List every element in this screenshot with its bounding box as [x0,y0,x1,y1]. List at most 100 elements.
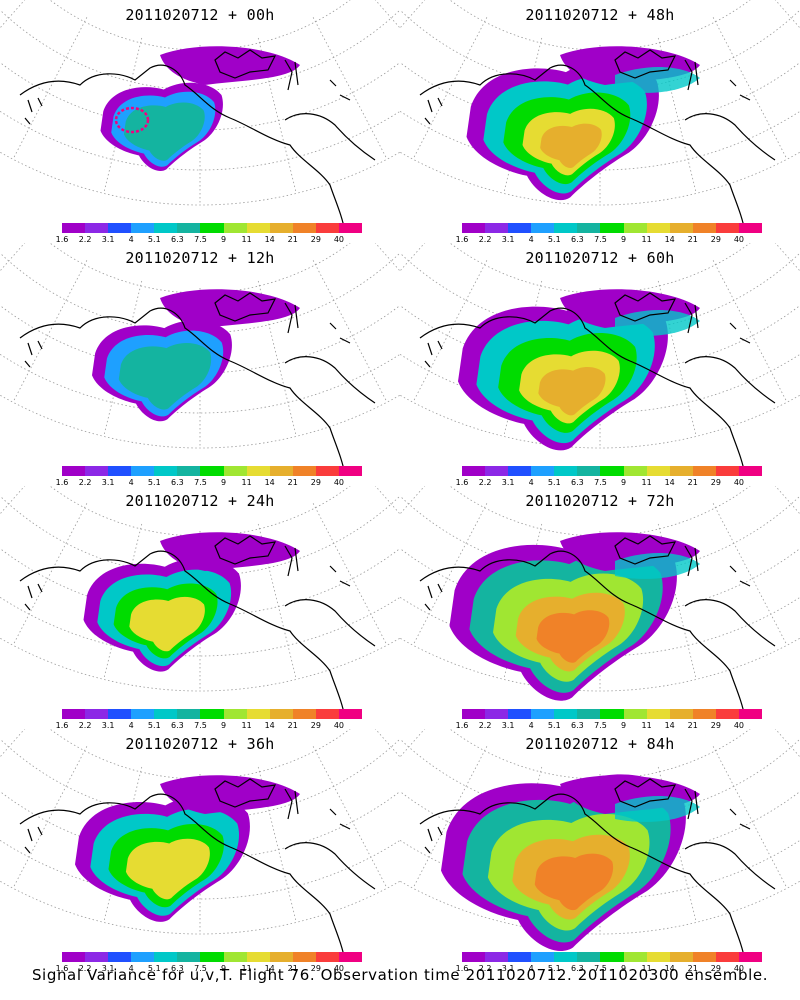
colorbar-swatch [508,709,532,719]
colorbar-tick-label: 11 [241,478,252,487]
colorbar-swatch [62,223,86,233]
flight-track [114,106,150,134]
colorbar [62,466,363,476]
colorbar-swatch [577,952,601,962]
colorbar-tick-label: 40 [333,721,345,730]
colorbar-tick-label: 40 [333,235,345,244]
colorbar [62,709,363,719]
colorbar-swatch [246,466,270,476]
colorbar-tick-label: 7.5 [594,235,607,244]
colorbar-tick-label: 9 [620,235,627,244]
colorbar-swatch [485,952,509,962]
colorbar-swatch [623,466,647,476]
colorbar-tick-label: 9 [620,478,627,487]
colorbar-tick-label: 5.1 [147,721,161,730]
colorbar-tick-label: 40 [733,478,745,487]
colorbar-swatch [669,709,693,719]
colorbar-swatch [692,223,716,233]
panel-title: 2011020712 + 60h [525,249,675,267]
colorbar-swatch [200,709,224,719]
colorbar-swatch [600,223,624,233]
colorbar-tick-label: 3.1 [501,964,515,973]
colorbar-swatch [554,952,578,962]
colorbar-tick-label: 9 [220,964,227,973]
colorbar-swatch [315,709,339,719]
coastline [19,292,376,476]
colorbar-tick-label: 11 [641,235,652,244]
polar-map [400,729,800,962]
colorbar-swatch [554,223,578,233]
colorbar-swatch [269,223,293,233]
map-panel: 2011020712 + 12h 1.6 2.2 3.1 4 5.1 6.3 7.5 9 11 14… [0,243,400,488]
variance-field [91,320,232,422]
colorbar-tick-label: 29 [310,721,321,730]
colorbar-tick-label: 21 [287,235,298,244]
colorbar-tick-label: 6.3 [571,235,584,244]
colorbar-tick-label: 21 [287,721,298,730]
colorbar-swatch [246,952,270,962]
colorbar-tick-label: 6.3 [571,964,584,973]
colorbar-tick-label: 5.1 [547,478,561,487]
colorbar-tick-label: 29 [710,478,721,487]
colorbar-tick-label: 3.1 [501,721,515,730]
coastline [19,778,376,962]
polar-map [0,486,400,719]
colorbar-swatch [485,223,509,233]
panel-title: 2011020712 + 00h [125,6,275,24]
colorbar-swatch [177,223,201,233]
colorbar-tick-label: 2.2 [78,721,92,730]
colorbar-tick-label: 9 [220,235,227,244]
colorbar-swatch [485,466,509,476]
polar-map [0,0,400,233]
map-panel: 2011020712 + 72h 1.6 2.2 3.1 4 5.1 6.3 7.5 9 11 14… [400,486,800,731]
colorbar-swatch [508,223,532,233]
colorbar-labels: 1.6 2.2 3.1 4 5.1 6.3 7.5 9 11 14 21 29 40 [56,721,362,731]
colorbar-swatch [269,466,293,476]
colorbar-tick-label: 40 [733,721,745,730]
polar-map [400,243,800,476]
colorbar-tick-label: 2.2 [478,478,492,487]
coastline [19,49,376,233]
colorbar-tick-label: 1.6 [55,478,69,487]
colorbar-swatch [292,952,316,962]
colorbar-swatch [315,223,339,233]
colorbar-tick-label: 14 [664,964,675,973]
colorbar-tick-label: 11 [641,478,652,487]
colorbar-labels: 1.6 2.2 3.1 4 5.1 6.3 7.5 9 11 14 21 29 40 [56,235,362,245]
colorbar-swatch [669,466,693,476]
colorbar-swatch [531,952,555,962]
colorbar-swatch [462,709,486,719]
colorbar-tick-label: 11 [641,964,652,973]
colorbar-swatch [531,223,555,233]
polar-map [0,243,400,476]
colorbar-tick-label: 40 [333,964,345,973]
colorbar-tick-label: 6.3 [171,235,184,244]
colorbar-swatch [108,466,132,476]
colorbar-swatch [85,952,109,962]
colorbar-swatch [462,223,486,233]
colorbar-tick-label: 6.3 [571,478,584,487]
colorbar-swatch [646,709,670,719]
colorbar-swatch [292,466,316,476]
colorbar-tick-label: 40 [733,235,745,244]
coastline [419,49,776,233]
colorbar-swatch [738,223,763,233]
colorbar-swatch [738,952,763,962]
panel-title: 2011020712 + 84h [525,735,675,753]
panel-title: 2011020712 + 36h [125,735,275,753]
colorbar-tick-label: 7.5 [594,478,607,487]
colorbar-swatch [85,223,109,233]
polar-map [0,729,400,962]
colorbar-swatch [223,466,247,476]
variance-field [449,536,677,701]
colorbar-tick-label: 4 [528,964,534,973]
colorbar-tick-label: 5.1 [547,964,561,973]
colorbar-tick-label: 29 [710,721,721,730]
polar-map [400,0,800,233]
colorbar-tick-label: 40 [733,964,745,973]
colorbar-swatch [154,709,178,719]
colorbar-tick-label: 14 [264,235,275,244]
colorbar-tick-label: 1.6 [455,964,469,973]
colorbar-tick-label: 3.1 [101,235,115,244]
variance-field-arctic [160,532,300,571]
